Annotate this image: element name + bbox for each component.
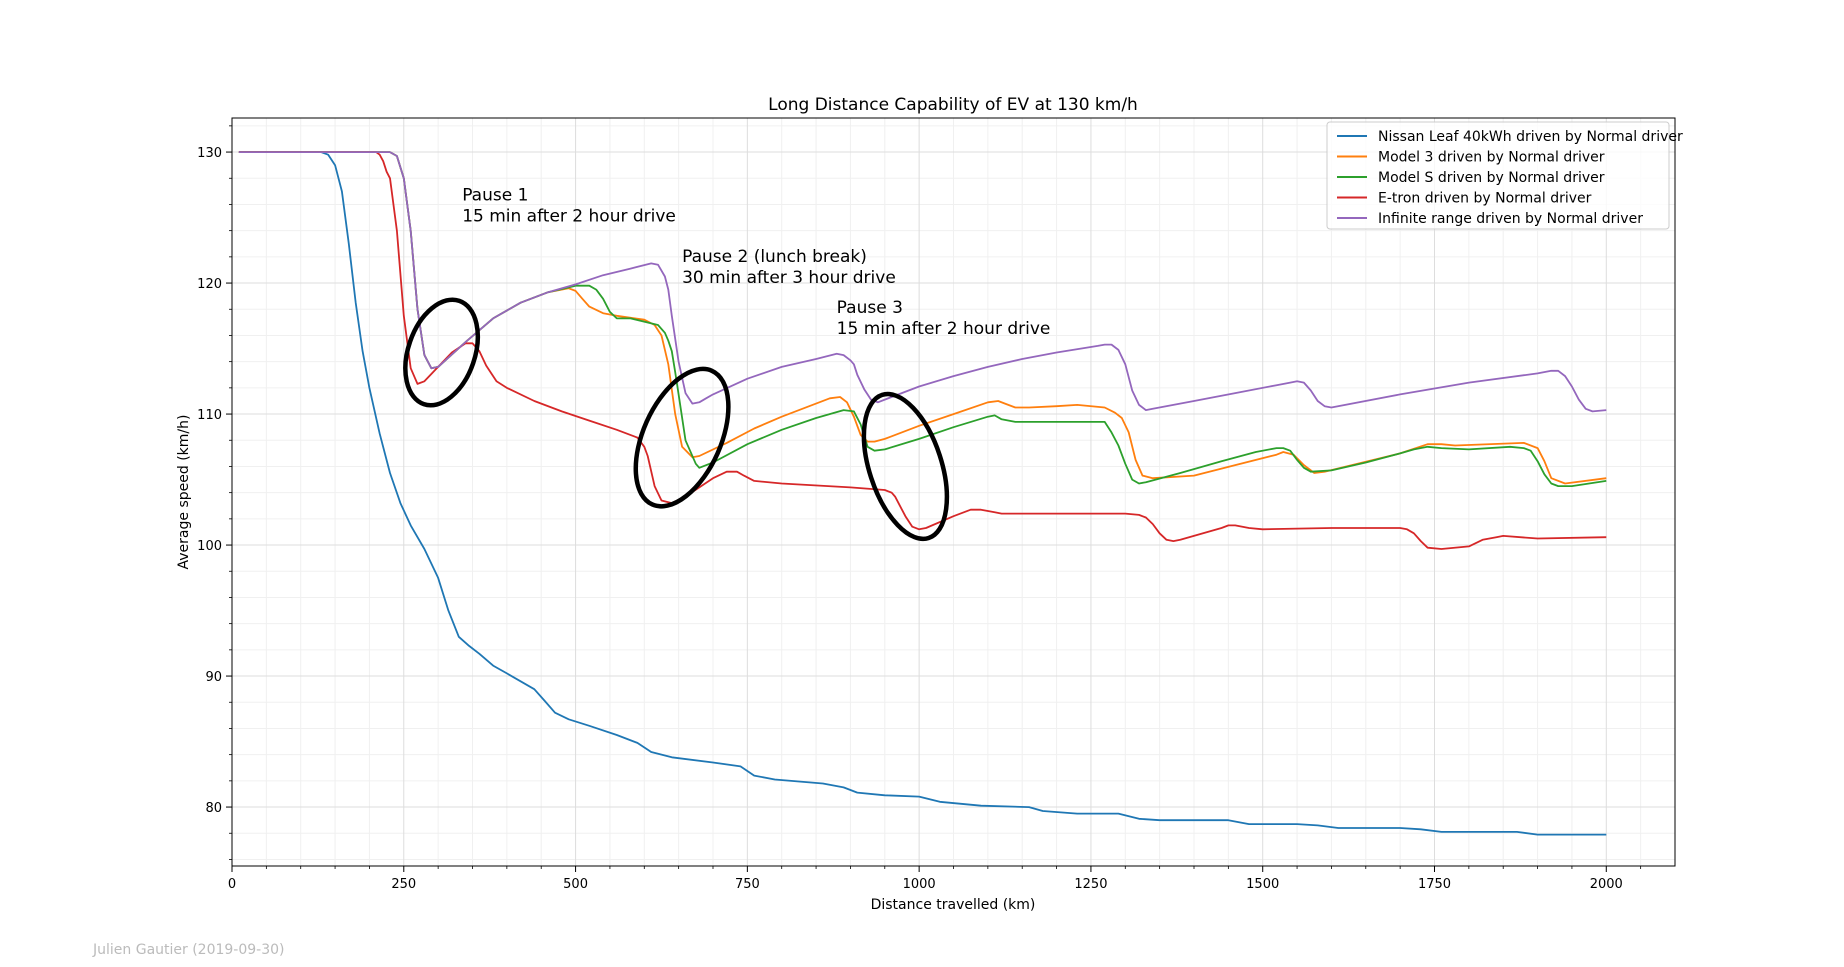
x-axis-label: Distance travelled (km) [871, 897, 1036, 913]
y-tick-label: 120 [197, 277, 222, 292]
y-axis-label: Average speed (km/h) [176, 415, 192, 570]
legend-label-5: Infinite range driven by Normal driver [1378, 211, 1643, 227]
series-line-1 [238, 151, 1607, 836]
series-line-4 [238, 151, 1607, 550]
legend-label-2: Model 3 driven by Normal driver [1378, 150, 1605, 166]
pause-ellipses [403, 297, 950, 542]
x-axis: 0 250 500 750 1000 1250 1500 1750 2000 [228, 866, 1642, 892]
x-tick-label: 1000 [903, 877, 936, 892]
major-grid [232, 118, 1675, 866]
legend-box [1326, 121, 1670, 230]
minor-grid [232, 118, 1675, 866]
y-tick-label: 90 [205, 670, 222, 685]
y-tick-label: 130 [197, 146, 222, 161]
annotation-2-line-1: Pause 2 (lunch break) [682, 247, 867, 267]
credit-text: Julien Gautier (2019-09-30) [92, 942, 285, 958]
x-tick-label: 1500 [1246, 877, 1279, 892]
x-tick-label: 250 [391, 877, 416, 892]
series-layer [238, 151, 1607, 836]
annotation-3-line-1: Pause 3 [837, 298, 903, 318]
y-axis: 80 90 100 110 120 130 [197, 125, 232, 860]
legend-label-4: E-tron driven by Normal driver [1378, 191, 1592, 207]
x-tick-label: 750 [735, 877, 760, 892]
series-line-3 [238, 151, 1607, 488]
x-tick-label: 2000 [1590, 877, 1623, 892]
x-tick-label: 1750 [1418, 877, 1451, 892]
x-tick-label: 0 [228, 877, 236, 892]
chart-title: Long Distance Capability of EV at 130 km… [768, 95, 1138, 115]
annotation-2-line-2: 30 min after 3 hour drive [682, 268, 896, 288]
y-tick-label: 110 [197, 408, 222, 423]
x-tick-label: 1250 [1074, 877, 1107, 892]
annotation-3-line-2: 15 min after 2 hour drive [837, 319, 1051, 339]
pause-ellipse-3 [861, 391, 950, 542]
pause-ellipse-2 [633, 366, 731, 509]
pause-ellipse-1 [403, 297, 481, 408]
legend-label-3: Model S driven by Normal driver [1378, 170, 1605, 186]
x-tick-label: 500 [563, 877, 588, 892]
y-tick-label: 100 [197, 539, 222, 554]
annotation-1-line-1: Pause 1 [462, 186, 528, 206]
annotation-1-line-2: 15 min after 2 hour drive [462, 207, 676, 227]
y-tick-label: 80 [205, 801, 222, 816]
legend: Nissan Leaf 40kWh driven by Normal drive… [1326, 121, 1683, 230]
legend-label-1: Nissan Leaf 40kWh driven by Normal drive… [1378, 129, 1683, 145]
